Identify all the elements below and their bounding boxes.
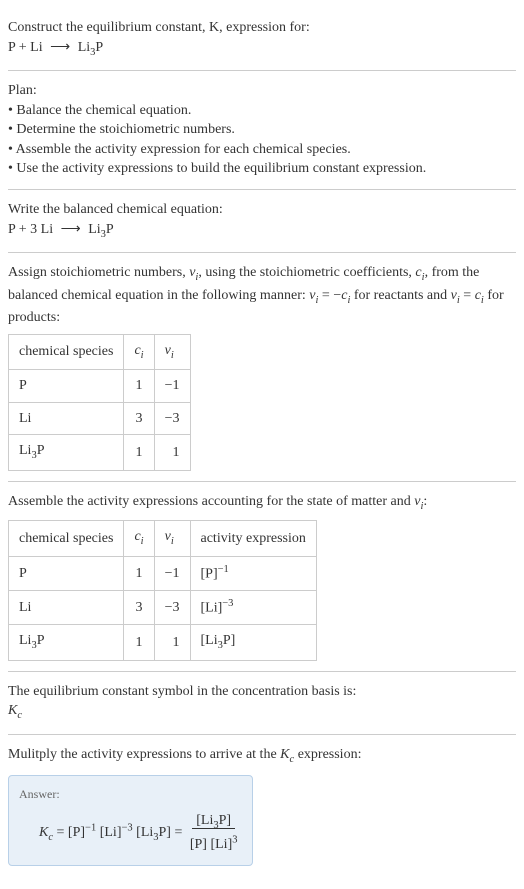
- table-row: Li3P 1 1: [9, 435, 191, 470]
- plan-item: Determine the stoichiometric numbers.: [8, 120, 516, 140]
- header-activity: activity expression: [190, 521, 316, 556]
- stoich-table: chemical species ci νi P 1 −1 Li 3 −3 Li…: [8, 334, 191, 471]
- header-species: chemical species: [9, 521, 124, 556]
- plan-item: Assemble the activity expression for eac…: [8, 140, 516, 160]
- plan-item: Balance the chemical equation.: [8, 101, 516, 121]
- cell-species: P: [9, 556, 124, 590]
- activity-table: chemical species ci νi activity expressi…: [8, 520, 317, 660]
- cell-ci: 1: [124, 435, 154, 470]
- symbol-text: The equilibrium constant symbol in the c…: [8, 682, 516, 702]
- table-header-row: chemical species ci νi: [9, 334, 191, 369]
- arrow-icon: ⟶: [61, 220, 81, 240]
- arrow-icon: ⟶: [50, 38, 70, 58]
- cell-vi: −1: [154, 556, 190, 590]
- cell-vi: −1: [154, 370, 190, 403]
- header-ci: ci: [124, 521, 154, 556]
- cell-activity: [Li3P]: [190, 625, 316, 660]
- cell-ci: 1: [124, 556, 154, 590]
- stoich-text: Assign stoichiometric numbers, νi, using…: [8, 263, 516, 328]
- header-ci: ci: [124, 334, 154, 369]
- fraction: [Li3P][P] [Li]3: [186, 811, 242, 855]
- symbol-kc: Kc: [8, 701, 516, 723]
- table-row: Li3P 1 1 [Li3P]: [9, 625, 317, 660]
- cell-vi: 1: [154, 625, 190, 660]
- cell-species: Li: [9, 591, 124, 625]
- header-vi: νi: [154, 334, 190, 369]
- activity-text: Assemble the activity expressions accoun…: [8, 492, 516, 514]
- table-row: Li 3 −3: [9, 402, 191, 435]
- balanced-equation: P + 3 Li ⟶ Li3P: [8, 220, 516, 242]
- symbol-section: The equilibrium constant symbol in the c…: [8, 672, 516, 735]
- cell-activity: [Li]−3: [190, 591, 316, 625]
- plan-list: Balance the chemical equation. Determine…: [8, 101, 516, 179]
- cell-species: Li3P: [9, 435, 124, 470]
- plan-item: Use the activity expressions to build th…: [8, 159, 516, 179]
- cell-species: Li: [9, 402, 124, 435]
- cell-ci: 1: [124, 370, 154, 403]
- cell-species: P: [9, 370, 124, 403]
- answer-box: Answer: Kc = [P]−1 [Li]−3 [Li3P] = [Li3P…: [8, 775, 253, 866]
- cell-vi: −3: [154, 402, 190, 435]
- answer-expression: Kc = [P]−1 [Li]−3 [Li3P] = [Li3P][P] [Li…: [19, 811, 242, 855]
- activity-section: Assemble the activity expressions accoun…: [8, 482, 516, 672]
- plan-section: Plan: Balance the chemical equation. Det…: [8, 71, 516, 190]
- intro-section: Construct the equilibrium constant, K, e…: [8, 8, 516, 71]
- cell-vi: 1: [154, 435, 190, 470]
- header-species: chemical species: [9, 334, 124, 369]
- multiply-section: Mulitply the activity expressions to arr…: [8, 735, 516, 876]
- cell-vi: −3: [154, 591, 190, 625]
- answer-label: Answer:: [19, 786, 242, 803]
- cell-ci: 3: [124, 402, 154, 435]
- cell-ci: 3: [124, 591, 154, 625]
- plan-heading: Plan:: [8, 81, 516, 101]
- table-row: P 1 −1: [9, 370, 191, 403]
- table-row: P 1 −1 [P]−1: [9, 556, 317, 590]
- intro-line1: Construct the equilibrium constant, K, e…: [8, 18, 516, 38]
- balanced-section: Write the balanced chemical equation: P …: [8, 190, 516, 253]
- intro-equation: P + Li ⟶ Li3P: [8, 38, 516, 60]
- cell-activity: [P]−1: [190, 556, 316, 590]
- stoich-section: Assign stoichiometric numbers, νi, using…: [8, 253, 516, 482]
- header-vi: νi: [154, 521, 190, 556]
- multiply-text: Mulitply the activity expressions to arr…: [8, 745, 516, 767]
- balanced-heading: Write the balanced chemical equation:: [8, 200, 516, 220]
- table-row: Li 3 −3 [Li]−3: [9, 591, 317, 625]
- table-header-row: chemical species ci νi activity expressi…: [9, 521, 317, 556]
- cell-ci: 1: [124, 625, 154, 660]
- cell-species: Li3P: [9, 625, 124, 660]
